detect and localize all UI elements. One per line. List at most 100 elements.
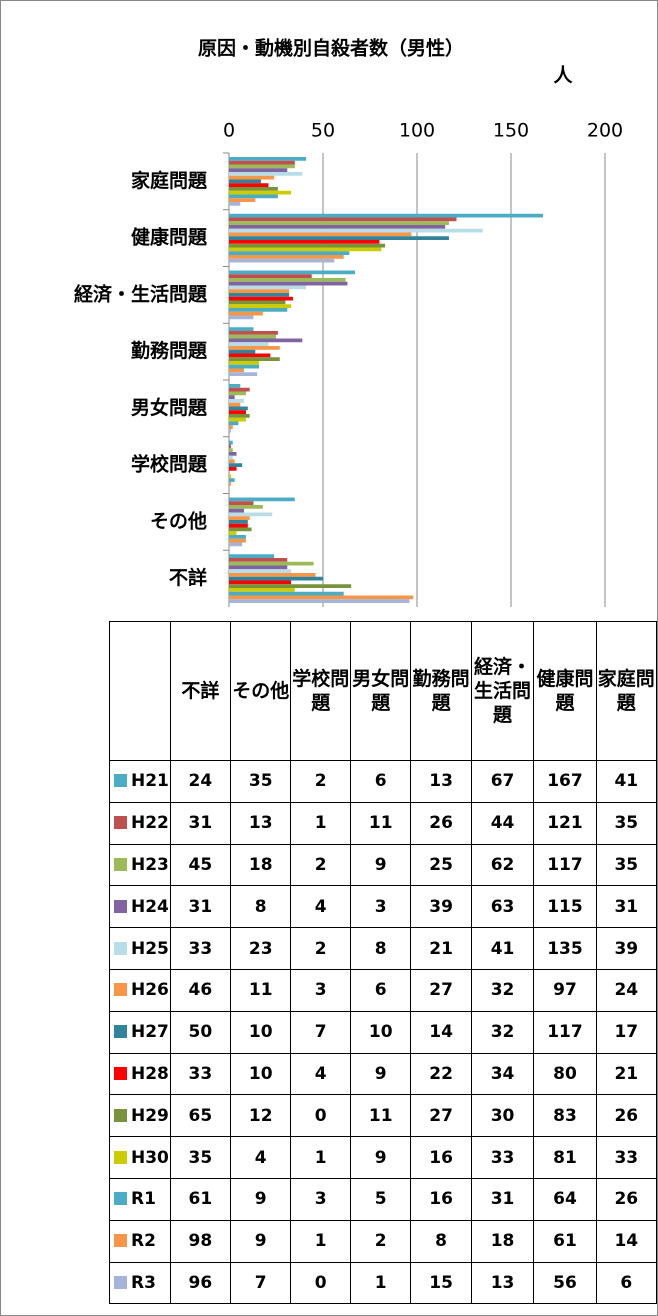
bar xyxy=(229,580,292,585)
value-cell: 2 xyxy=(290,760,352,803)
bar xyxy=(229,331,278,335)
x-tick-label: 150 xyxy=(493,120,529,142)
value-cell: 31 xyxy=(470,1177,535,1221)
legend-label: H29 xyxy=(131,1105,169,1126)
value-cell: 26 xyxy=(595,1177,657,1221)
bar xyxy=(229,247,382,252)
value-cell: 8 xyxy=(410,1219,472,1263)
value-cell: 167 xyxy=(533,760,597,803)
bar xyxy=(229,251,350,255)
data-row: H30 35 4 1 9 16 33 81 33 xyxy=(109,1136,657,1179)
row-header: R1 xyxy=(109,1177,171,1221)
legend-swatch xyxy=(114,1108,127,1122)
value-cell: 7 xyxy=(290,1010,352,1054)
value-cell: 17 xyxy=(595,1010,657,1054)
bar xyxy=(229,258,335,263)
value-cell: 0 xyxy=(290,1094,352,1138)
data-row: H25 33 23 2 8 21 41 135 39 xyxy=(109,927,657,970)
value-cell: 6 xyxy=(350,760,412,803)
value-cell: 9 xyxy=(230,1219,292,1263)
bar xyxy=(229,232,412,237)
row-header: H23 xyxy=(109,843,171,887)
value-cell: 24 xyxy=(595,968,657,1012)
legend-label: R2 xyxy=(131,1231,156,1252)
bar xyxy=(229,157,307,161)
bar xyxy=(229,225,446,229)
value-cell: 44 xyxy=(470,801,535,845)
row-header: H26 xyxy=(109,968,171,1012)
bar xyxy=(229,538,246,543)
bar xyxy=(229,452,237,456)
bar xyxy=(229,175,275,180)
value-cell: 80 xyxy=(533,1052,597,1096)
value-cell: 41 xyxy=(595,760,657,803)
data-row: H21 24 35 2 6 13 67 167 41 xyxy=(109,760,657,803)
value-cell: 4 xyxy=(290,885,352,929)
bar xyxy=(229,255,344,259)
value-cell: 16 xyxy=(410,1136,472,1179)
bar xyxy=(229,349,256,354)
bar xyxy=(229,190,292,195)
bar xyxy=(229,569,292,573)
legend-label: H25 xyxy=(131,938,169,959)
value-cell: 34 xyxy=(470,1052,535,1096)
bar xyxy=(229,516,250,520)
value-cell: 61 xyxy=(533,1219,597,1263)
data-row: H24 31 8 4 3 39 63 115 31 xyxy=(109,885,657,929)
bar xyxy=(229,467,237,471)
bar xyxy=(229,198,256,202)
legend-swatch xyxy=(114,816,127,830)
value-cell: 33 xyxy=(470,1136,535,1179)
value-cell: 63 xyxy=(470,885,535,929)
value-cell: 6 xyxy=(595,1261,657,1305)
column-header: 男女問題 xyxy=(350,621,412,761)
bar xyxy=(229,527,252,532)
bar xyxy=(229,315,254,320)
x-tick-label: 100 xyxy=(399,120,435,142)
value-cell: 5 xyxy=(350,1177,412,1221)
value-cell: 15 xyxy=(410,1261,472,1305)
value-cell: 117 xyxy=(533,843,597,887)
y-tick-label: 勤務問題 xyxy=(131,339,208,362)
bar xyxy=(229,425,233,429)
value-cell: 23 xyxy=(230,927,292,970)
bar xyxy=(229,474,231,479)
x-tick-label: 50 xyxy=(311,120,335,142)
bar xyxy=(229,478,235,482)
value-cell: 8 xyxy=(350,927,412,970)
value-cell: 39 xyxy=(595,927,657,970)
bar xyxy=(229,213,543,218)
value-cell: 64 xyxy=(533,1177,597,1221)
bar xyxy=(229,482,231,486)
value-cell: 14 xyxy=(410,1010,472,1054)
value-cell: 9 xyxy=(350,1052,412,1096)
bar xyxy=(229,535,246,539)
value-cell: 33 xyxy=(169,927,232,970)
value-cell: 14 xyxy=(595,1219,657,1263)
bar xyxy=(229,558,288,562)
value-cell: 1 xyxy=(290,1219,352,1263)
bar xyxy=(229,168,288,172)
column-header: 勤務問題 xyxy=(410,621,472,761)
value-cell: 31 xyxy=(595,885,657,929)
legend-swatch xyxy=(114,941,127,955)
value-cell: 32 xyxy=(470,1010,535,1054)
legend-label: H26 xyxy=(131,980,169,1001)
chart-title: 原因・動機別自殺者数（男性） xyxy=(198,37,464,60)
column-header: 不詳 xyxy=(169,621,232,761)
bar xyxy=(229,202,241,206)
y-tick-label: 男女問題 xyxy=(131,396,208,419)
value-cell: 10 xyxy=(230,1010,292,1054)
bar xyxy=(229,565,288,570)
value-cell: 18 xyxy=(470,1219,535,1263)
bar xyxy=(229,194,278,199)
data-row: H27 50 10 7 10 14 32 117 17 xyxy=(109,1010,657,1054)
value-cell: 8 xyxy=(230,885,292,929)
legend-label: H23 xyxy=(131,854,169,875)
bar xyxy=(229,576,323,581)
bar xyxy=(229,308,288,312)
value-cell: 4 xyxy=(230,1136,292,1179)
bar xyxy=(229,187,278,191)
value-cell: 98 xyxy=(169,1219,232,1263)
bar xyxy=(229,281,348,286)
